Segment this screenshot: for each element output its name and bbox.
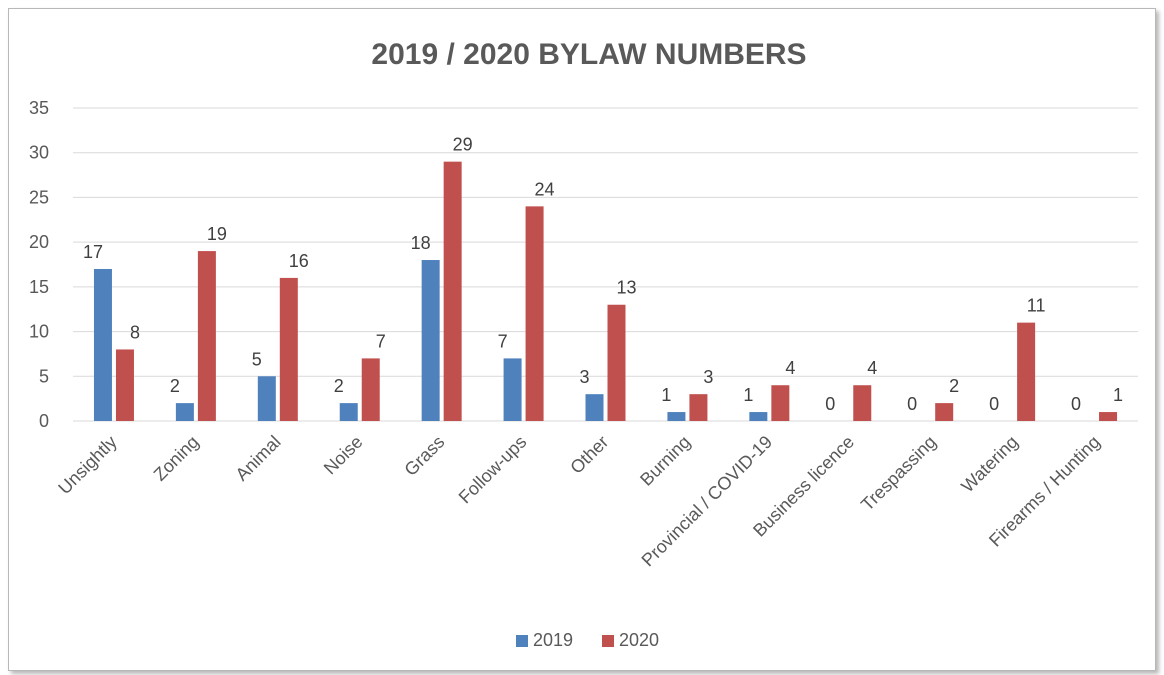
bar-chart: 2019 / 2020 BYLAW NUMBERS 05101520253035…	[29, 38, 1138, 650]
x-category-label: Trespassing	[857, 432, 940, 515]
x-category-label: Animal	[232, 432, 285, 485]
bars	[93, 161, 1118, 421]
x-category-label: Burning	[636, 432, 694, 490]
data-label-2019-12: 0	[1071, 394, 1081, 414]
data-label-2020-6: 13	[616, 278, 636, 298]
data-label-2019-8: 1	[743, 385, 753, 405]
data-label-2020-12: 1	[1113, 385, 1123, 405]
x-category-label: Watering	[957, 432, 1022, 497]
y-tick-label: 20	[29, 232, 49, 252]
bar-2019-6	[585, 394, 604, 421]
data-label-2020-8: 4	[785, 358, 795, 378]
data-label-2019-3: 2	[334, 376, 344, 396]
data-label-2019-6: 3	[579, 367, 589, 387]
bar-2020-5	[525, 206, 544, 421]
legend-label: 2020	[619, 630, 659, 650]
chart-frame: 2019 / 2020 BYLAW NUMBERS 0 5 10 15 20 25 30 35…	[8, 8, 1156, 671]
data-label-2020-0: 8	[130, 322, 140, 342]
x-category-label: Grass	[400, 432, 448, 480]
data-label-2019-2: 5	[252, 349, 262, 369]
data-label-2019-0: 17	[83, 242, 103, 262]
data-label-2019-7: 1	[661, 385, 671, 405]
x-axis-categories: Unsightly Zoning Animal Noise Grass Follow-up…	[54, 432, 1104, 571]
data-label-2019-5: 7	[498, 331, 508, 351]
bar-2020-7	[689, 394, 708, 421]
data-label-2020-2: 16	[289, 251, 309, 271]
x-category-label: Follow-ups	[455, 432, 531, 508]
legend-label: 2019	[533, 630, 573, 650]
data-label-2019-1: 2	[170, 376, 180, 396]
y-tick-label: 30	[29, 143, 49, 163]
bar-2020-10	[935, 403, 954, 421]
data-label-2020-3: 7	[376, 331, 386, 351]
legend-swatch-2019	[516, 635, 528, 647]
y-axis-ticks: 0 5 10 15 20 25 30 35	[29, 98, 49, 431]
x-category-label: Other	[566, 432, 612, 478]
bar-2019-5	[503, 358, 522, 421]
bar-2020-9	[853, 385, 872, 421]
data-label-2020-1: 19	[207, 224, 227, 244]
y-tick-label: 10	[29, 322, 49, 342]
data-label-2019-9: 0	[825, 394, 835, 414]
y-tick-label: 0	[39, 411, 49, 431]
data-label-2020-10: 2	[949, 376, 959, 396]
bar-2019-2	[257, 376, 276, 421]
bar-2019-3	[339, 403, 358, 421]
y-tick-label: 15	[29, 277, 49, 297]
data-label-2020-5: 24	[535, 179, 555, 199]
gridlines	[73, 107, 1138, 422]
y-tick-label: 25	[29, 187, 49, 207]
x-category-label: Noise	[320, 432, 367, 479]
bar-2020-8	[771, 385, 790, 421]
bar-2020-12	[1099, 412, 1118, 421]
bar-2020-2	[279, 277, 298, 421]
data-label-2020-11: 11	[1027, 296, 1046, 316]
chart-title: 2019 / 2020 BYLAW NUMBERS	[371, 38, 806, 71]
x-category-label: Unsightly	[54, 432, 120, 498]
y-tick-label: 35	[29, 98, 49, 118]
bar-2019-1	[175, 403, 194, 421]
x-category-label: Zoning	[150, 432, 203, 485]
y-tick-label: 5	[39, 366, 49, 386]
bar-2019-8	[749, 412, 768, 421]
legend: 2019 2020	[516, 630, 659, 650]
bar-2020-0	[115, 349, 134, 421]
bar-2020-11	[1017, 322, 1036, 421]
legend-swatch-2020	[602, 635, 614, 647]
data-label-2020-4: 29	[453, 135, 473, 155]
bar-2020-6	[607, 304, 626, 421]
data-label-2020-9: 4	[867, 358, 877, 378]
bar-2020-4	[443, 161, 462, 421]
bar-2019-0	[93, 268, 112, 421]
bar-2020-1	[197, 251, 216, 421]
data-label-2019-10: 0	[907, 394, 917, 414]
data-label-2019-4: 18	[411, 233, 431, 253]
data-label-2019-11: 0	[989, 394, 999, 414]
bar-2020-3	[361, 358, 380, 421]
bar-2019-4	[421, 260, 440, 421]
data-label-2020-7: 3	[703, 367, 713, 387]
bar-2019-7	[667, 412, 686, 421]
